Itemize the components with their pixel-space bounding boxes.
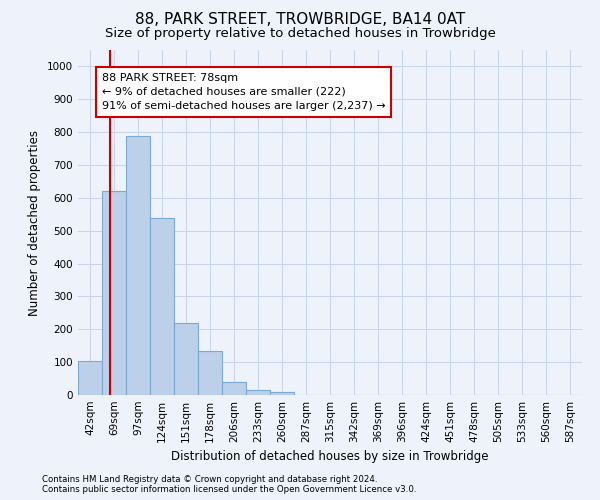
Text: Contains HM Land Registry data © Crown copyright and database right 2024.: Contains HM Land Registry data © Crown c…: [42, 475, 377, 484]
Text: 88, PARK STREET, TROWBRIDGE, BA14 0AT: 88, PARK STREET, TROWBRIDGE, BA14 0AT: [135, 12, 465, 28]
Bar: [222, 382, 246, 395]
Bar: [246, 390, 270, 395]
X-axis label: Distribution of detached houses by size in Trowbridge: Distribution of detached houses by size …: [171, 450, 489, 464]
Bar: [198, 350, 222, 395]
Bar: [174, 322, 198, 395]
Y-axis label: Number of detached properties: Number of detached properties: [28, 130, 41, 316]
Text: 88 PARK STREET: 78sqm
← 9% of detached houses are smaller (222)
91% of semi-deta: 88 PARK STREET: 78sqm ← 9% of detached h…: [101, 73, 385, 111]
Text: Size of property relative to detached houses in Trowbridge: Size of property relative to detached ho…: [104, 28, 496, 40]
Bar: [126, 136, 150, 395]
Text: Contains public sector information licensed under the Open Government Licence v3: Contains public sector information licen…: [42, 485, 416, 494]
Bar: [102, 190, 126, 395]
Bar: [150, 218, 174, 395]
Bar: [78, 360, 102, 395]
Bar: [270, 392, 294, 395]
